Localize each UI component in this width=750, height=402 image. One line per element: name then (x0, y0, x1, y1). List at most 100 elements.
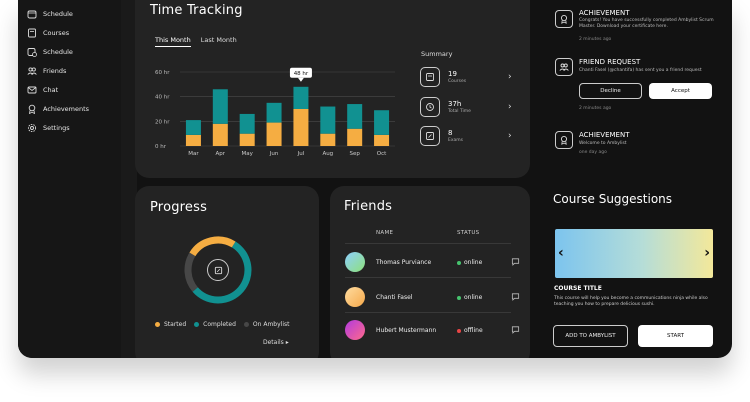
course-banner: ‹ › (555, 229, 713, 278)
y-tick-label: 0 hr (155, 144, 167, 150)
friend-row[interactable]: Thomas Purviance online (345, 252, 525, 274)
donut-segment (189, 236, 236, 257)
avatar (345, 320, 365, 340)
bar-segment (374, 110, 390, 135)
sidebar-item-settings[interactable]: Settings (27, 123, 70, 133)
sidebar-item-schedule-2[interactable]: Schedule (27, 47, 73, 57)
notification-icon (555, 10, 573, 28)
summary-value: 19 (448, 70, 457, 78)
sidebar-item-courses[interactable]: Courses (27, 28, 69, 38)
time-tracking-title: Time Tracking (150, 3, 243, 18)
sidebar-item-label: Settings (43, 124, 70, 132)
avatar (345, 252, 365, 272)
course-description: This course will help you become a commu… (554, 296, 708, 307)
decline-button[interactable]: Decline (579, 83, 642, 99)
friend-name: Hubert Mustermann (376, 327, 437, 334)
summary-label: Exams (448, 138, 463, 143)
progress-donut (184, 236, 252, 304)
medal-icon (560, 14, 568, 24)
calendar-icon (27, 10, 37, 19)
book-icon (214, 266, 222, 274)
sidebar-item-achievements[interactable]: Achievements (27, 104, 89, 114)
notification-body: Congrats! You have successfully complete… (579, 18, 714, 29)
friend-status: online (464, 294, 483, 301)
chat-bubble-icon[interactable] (511, 257, 520, 266)
bar-segment (212, 123, 228, 146)
divider (345, 243, 511, 244)
chevron-right-icon[interactable]: › (508, 131, 512, 141)
accept-button[interactable]: Accept (649, 83, 712, 99)
start-button[interactable]: START (638, 325, 713, 347)
y-tick-label: 40 hr (155, 95, 170, 101)
summary-row-total-time[interactable]: 37h Total Time › (420, 97, 512, 117)
details-link[interactable]: Details ▸ (263, 339, 289, 346)
bar-segment (347, 128, 363, 146)
divider (345, 312, 511, 313)
x-tick-label: Sep (350, 151, 361, 157)
summary-row-courses[interactable]: 19 Courses › (420, 67, 512, 87)
progress-title: Progress (150, 200, 208, 215)
gear-icon (27, 123, 37, 133)
sidebar-item-schedule[interactable]: Schedule (27, 9, 73, 19)
tab-this-month[interactable]: This Month (155, 36, 191, 47)
bar-segment (212, 89, 228, 124)
chevron-left-icon[interactable]: ‹ (558, 245, 564, 261)
legend-started: Started (155, 321, 186, 328)
x-tick-label: Oct (377, 151, 387, 157)
friends-card: Friends NAME STATUS Thomas Purviance onl… (330, 186, 530, 358)
bar-segment (320, 133, 336, 146)
medal-icon (560, 135, 568, 145)
sidebar-item-label: Chat (43, 86, 59, 94)
x-tick-label: Mar (188, 151, 199, 157)
users-icon (559, 63, 569, 71)
sidebar-item-label: Achievements (43, 105, 90, 113)
chevron-right-icon[interactable]: › (508, 72, 512, 82)
col-name-header: NAME (376, 230, 394, 236)
chat-bubble-icon[interactable] (511, 292, 520, 301)
exam-icon (426, 132, 434, 140)
bar-segment (266, 122, 282, 146)
sidebar-item-label: Schedule (43, 48, 73, 56)
notification-icon (555, 131, 573, 149)
tab-last-month[interactable]: Last Month (200, 36, 237, 44)
legend-completed: Completed (194, 321, 236, 328)
bar-segment (374, 134, 390, 146)
progress-card: Progress Started Completed On Ambylist D… (135, 186, 319, 358)
donut-segment (184, 252, 198, 292)
summary-row-exams[interactable]: 8 Exams › (420, 126, 512, 146)
sidebar-item-friends[interactable]: Friends (27, 66, 66, 76)
course-title: COURSE TITLE (554, 285, 602, 292)
add-to-ambylist-button[interactable]: ADD TO AMBYLIST (553, 325, 628, 347)
friend-name: Chanti Fasel (376, 294, 413, 301)
chat-bubble-icon[interactable] (511, 325, 520, 334)
x-tick-label: Jun (269, 151, 279, 157)
time-chart: 0 hr 20 hr 40 hr 60 hr Mar Apr May Jun Jul 48 hr A… (155, 67, 395, 157)
notification-title: FRIEND REQUEST (579, 58, 641, 66)
summary-label: Courses (448, 79, 467, 84)
book-icon (426, 73, 434, 81)
x-tick-label: May (242, 151, 254, 157)
friends-title: Friends (344, 199, 393, 214)
bar-segment (266, 102, 282, 123)
friend-row[interactable]: Chanti Fasel online (345, 287, 525, 309)
history-icon (426, 103, 434, 111)
course-suggestions-title: Course Suggestions (553, 192, 673, 206)
bar-tooltip-pointer (297, 77, 304, 82)
users-icon (27, 67, 37, 75)
sidebar-item-chat[interactable]: Chat (27, 85, 58, 95)
divider (345, 277, 511, 278)
friend-row[interactable]: Hubert Mustermann offline (345, 320, 525, 342)
legend-on-ambylist: On Ambylist (243, 321, 289, 328)
x-tick-label: Apr (216, 151, 226, 157)
bar-tooltip (289, 67, 312, 78)
donut-segment (192, 241, 252, 304)
notification-title: ACHIEVEMENT (579, 9, 630, 17)
chevron-right-icon[interactable]: › (508, 102, 512, 112)
status-dot (457, 260, 461, 265)
notification-time: one day ago (579, 150, 607, 155)
avatar (345, 287, 365, 307)
summary-value: 8 (448, 129, 453, 137)
chevron-right-icon[interactable]: › (704, 245, 710, 261)
calendar-clock-icon (27, 48, 37, 57)
mail-icon (27, 86, 37, 94)
